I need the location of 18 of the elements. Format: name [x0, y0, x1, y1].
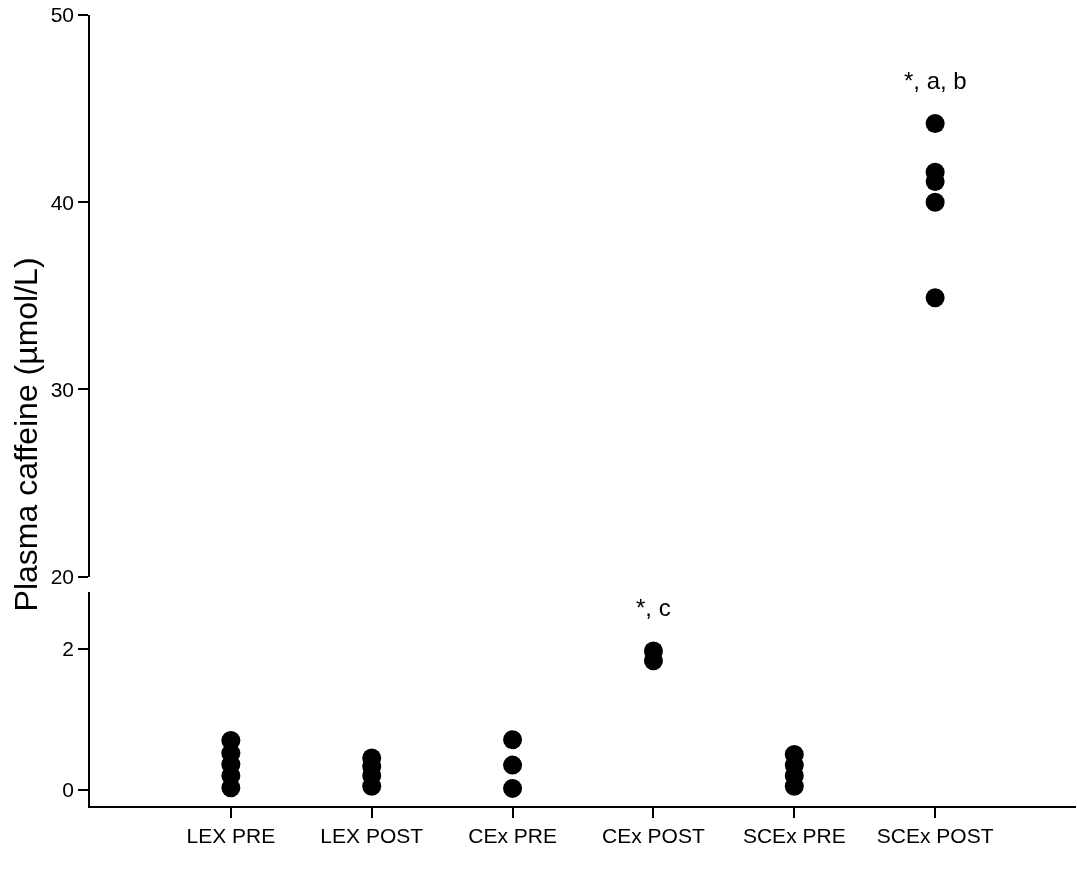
x-tick-label: LEX POST	[320, 824, 424, 848]
x-tick-label: CEx POST	[602, 824, 705, 848]
point	[925, 114, 945, 134]
y-tick-label: 30	[50, 377, 75, 401]
x-tick-label: SCEx POST	[876, 824, 994, 848]
y-tick-label: 50	[50, 3, 75, 27]
x-tick-label: LEX PRE	[186, 824, 276, 848]
y-tick-label: 2	[62, 637, 75, 661]
point	[925, 288, 945, 308]
x-tick-label: SCEx PRE	[742, 824, 846, 848]
x-tick-label: CEx PRE	[468, 824, 557, 848]
y-tick-label: 40	[50, 190, 75, 214]
annotation: *, a, b	[904, 67, 967, 94]
point	[925, 192, 945, 212]
y-tick-label: 20	[50, 564, 75, 588]
y-tick-label: 0	[62, 778, 75, 802]
y-axis-title: Plasma caffeine (µmol/L)	[7, 257, 44, 612]
annotation: *, c	[636, 594, 671, 621]
